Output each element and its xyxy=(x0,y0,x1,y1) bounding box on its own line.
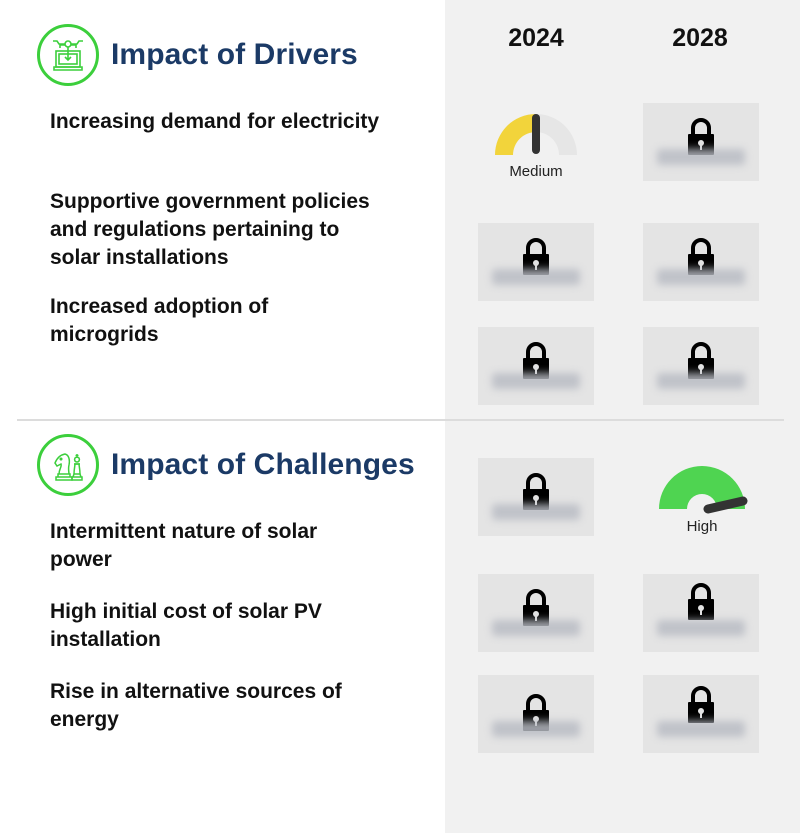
blurred-value xyxy=(492,373,580,389)
locked-impact-cell[interactable] xyxy=(478,574,594,652)
challenge-label: Rise in alternative sources of energy xyxy=(50,680,342,731)
challenge-label: Intermittent nature of solar power xyxy=(50,520,318,571)
locked-impact-cell[interactable] xyxy=(643,327,759,405)
locked-impact-cell[interactable] xyxy=(643,574,759,652)
locked-impact-cell[interactable] xyxy=(643,103,759,181)
chess-pieces-icon xyxy=(37,434,99,496)
blurred-value xyxy=(492,504,580,520)
driver-label: Supportive government policies and regul… xyxy=(50,190,370,269)
locked-impact-cell[interactable] xyxy=(478,675,594,753)
challenge-label: High initial cost of solar PV installati… xyxy=(50,600,322,651)
gauge-label: High xyxy=(686,518,718,535)
lock-icon xyxy=(688,686,714,723)
circuit-laptop-icon xyxy=(37,24,99,86)
driver-label: Increased adoption of microgrids xyxy=(50,295,269,346)
driver-label: Increasing demand for electricity xyxy=(50,110,380,133)
blurred-value xyxy=(492,721,580,737)
locked-impact-cell[interactable] xyxy=(478,327,594,405)
challenges-title: Impact of Challenges xyxy=(111,448,415,481)
column-header-2024: 2024 xyxy=(508,24,564,52)
gauge-label: Medium xyxy=(509,163,563,180)
locked-impact-cell[interactable] xyxy=(643,223,759,301)
blurred-value xyxy=(492,269,580,285)
lock-icon xyxy=(688,583,714,620)
drivers-section-header: Impact of Drivers xyxy=(37,24,358,86)
challenges-section-header: Impact of Challenges xyxy=(37,434,415,496)
locked-impact-cell[interactable] xyxy=(478,458,594,536)
locked-impact-cell[interactable] xyxy=(643,675,759,753)
blurred-value xyxy=(492,620,580,636)
blurred-value xyxy=(657,620,745,636)
drivers-title: Impact of Drivers xyxy=(111,38,358,71)
blurred-value xyxy=(657,269,745,285)
blurred-value xyxy=(657,149,745,165)
section-divider xyxy=(17,419,784,421)
blurred-value xyxy=(657,373,745,389)
locked-impact-cell[interactable] xyxy=(478,223,594,301)
impact-gauge-high: High xyxy=(644,462,760,552)
blurred-value xyxy=(657,721,745,737)
impact-gauge-medium: Medium xyxy=(478,105,594,195)
column-header-2028: 2028 xyxy=(672,24,728,52)
